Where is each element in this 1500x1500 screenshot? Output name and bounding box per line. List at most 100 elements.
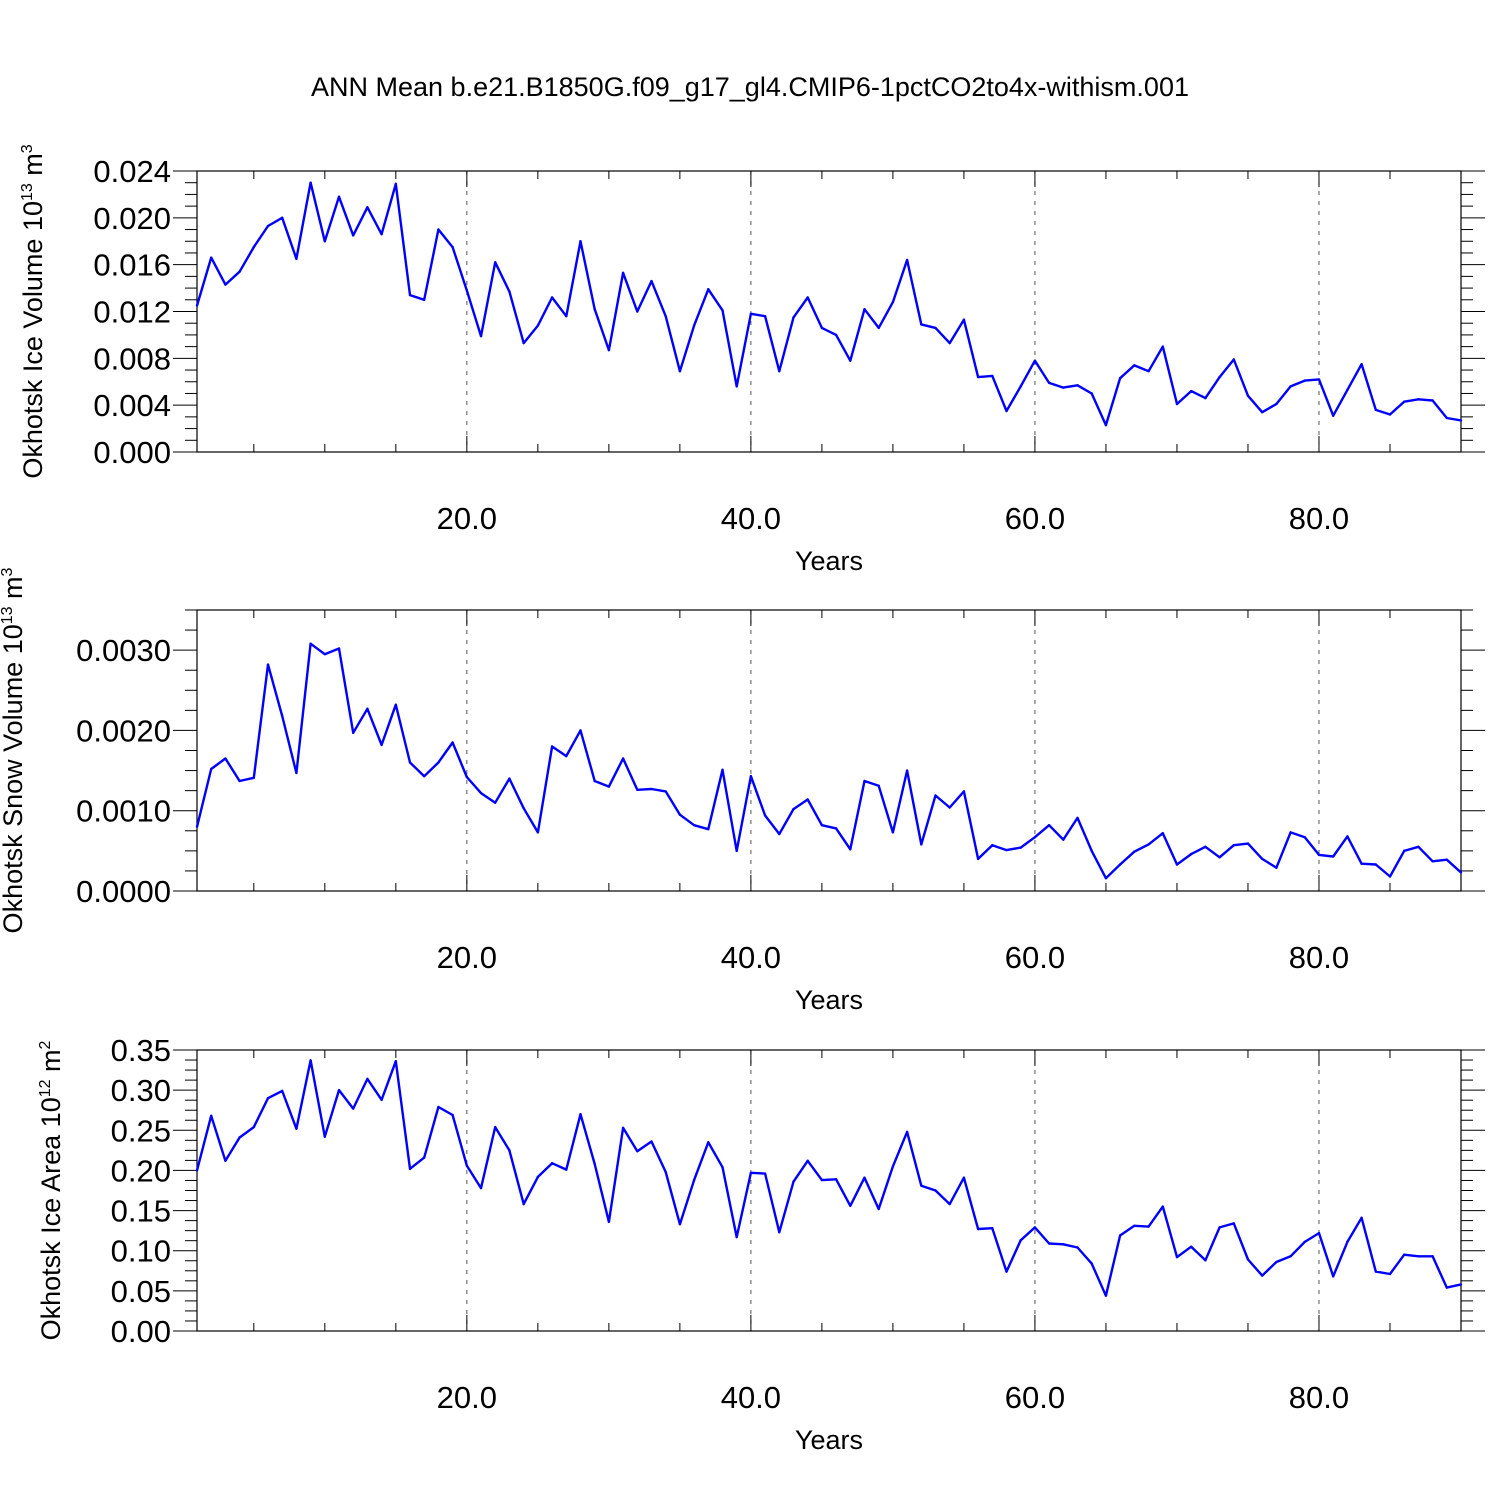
data-point — [763, 814, 767, 817]
y-tick-label: 0.00 — [111, 1314, 171, 1349]
data-point — [707, 827, 710, 831]
data-point — [522, 341, 525, 345]
x-tick-label: 80.0 — [1289, 940, 1349, 975]
data-point — [1062, 838, 1065, 841]
data-point — [337, 647, 341, 650]
data-point — [1161, 831, 1164, 835]
data-point — [806, 296, 809, 299]
data-point — [252, 776, 256, 779]
data-point — [352, 234, 355, 237]
y-tick-label: 0.10 — [111, 1234, 171, 1269]
x-tick-label: 80.0 — [1289, 501, 1349, 536]
data-point — [778, 1231, 781, 1234]
data-point — [1317, 853, 1321, 857]
data-point — [238, 270, 241, 273]
data-point — [210, 1114, 213, 1118]
data-point — [1303, 379, 1306, 382]
data-point — [337, 195, 341, 198]
data-point — [621, 271, 625, 275]
data-point — [1374, 863, 1377, 866]
data-point — [1104, 876, 1108, 880]
data-point — [1275, 1260, 1278, 1264]
data-point — [1260, 857, 1264, 861]
data-point — [451, 245, 454, 249]
data-point — [621, 757, 625, 760]
data-point — [692, 324, 696, 327]
data-point — [991, 844, 994, 847]
plot-frame — [196, 1049, 1462, 1332]
data-point — [962, 318, 966, 321]
data-point — [1260, 1274, 1264, 1277]
chart-title: ANN Mean b.e21.B1850G.f09_g17_gl4.CMIP6-… — [311, 72, 1189, 102]
data-point — [1218, 1226, 1221, 1229]
data-point — [905, 769, 909, 772]
data-point — [621, 1126, 625, 1130]
data-point — [1289, 385, 1292, 388]
data-point — [763, 1172, 767, 1175]
data-point — [991, 374, 994, 378]
data-point — [849, 359, 852, 362]
data-point — [920, 843, 923, 846]
data-point — [550, 1162, 554, 1165]
data-point — [1374, 1270, 1377, 1273]
data-point — [1204, 845, 1207, 849]
data-point — [792, 316, 795, 319]
data-point — [1005, 409, 1008, 413]
data-point — [309, 1059, 312, 1062]
data-point — [1175, 1255, 1179, 1259]
data-point — [1331, 855, 1335, 858]
y-axis-title: Okhotsk Ice Volume 1013 m3 — [18, 144, 48, 478]
data-point — [550, 745, 554, 748]
x-axis-title: Years — [795, 546, 863, 576]
data-point — [1459, 1283, 1463, 1286]
data-point — [678, 813, 682, 816]
data-point — [465, 289, 469, 292]
data-point — [1417, 845, 1420, 849]
y-tick-label: 0.004 — [93, 388, 171, 423]
data-point — [891, 300, 895, 304]
data-point — [494, 261, 497, 264]
y-tick-label: 0.0010 — [76, 794, 171, 829]
data-point — [1431, 860, 1434, 863]
data-point — [707, 288, 710, 291]
panel-1: 0.000 0.004 0.008 0.012 0.016 0.020 0.024 20.0 4… — [18, 144, 1485, 576]
data-point — [636, 788, 639, 792]
data-point — [210, 256, 213, 259]
data-point — [1431, 399, 1434, 402]
data-point — [1388, 413, 1392, 416]
data-point — [593, 779, 596, 783]
data-point — [664, 314, 667, 318]
data-point — [735, 1235, 738, 1239]
data-point — [877, 784, 880, 788]
data-point — [1047, 823, 1051, 827]
data-point — [806, 1159, 809, 1162]
data-point — [408, 761, 412, 764]
data-point — [1005, 848, 1008, 852]
data-point — [380, 233, 383, 236]
data-point — [1033, 1226, 1037, 1229]
data-point — [1090, 1262, 1093, 1265]
y-tick-label: 0.0000 — [76, 874, 171, 909]
data-point — [1175, 402, 1179, 406]
data-point — [508, 290, 511, 293]
data-point — [1047, 381, 1051, 385]
data-point — [834, 1178, 838, 1181]
data-point — [863, 307, 866, 311]
data-point — [849, 848, 852, 851]
data-point — [792, 1180, 795, 1183]
data-point — [1388, 875, 1392, 878]
data-point — [394, 703, 398, 706]
data-point — [1402, 849, 1406, 853]
data-point — [721, 768, 724, 771]
data-point — [976, 375, 980, 379]
data-point — [678, 1223, 682, 1226]
data-point — [948, 341, 951, 345]
data-point — [437, 228, 440, 231]
x-tick-label: 20.0 — [437, 940, 497, 975]
data-point — [266, 1096, 270, 1100]
data-point — [721, 309, 724, 312]
data-point — [1204, 396, 1207, 400]
data-point — [1175, 863, 1179, 866]
data-point — [1118, 1234, 1122, 1237]
